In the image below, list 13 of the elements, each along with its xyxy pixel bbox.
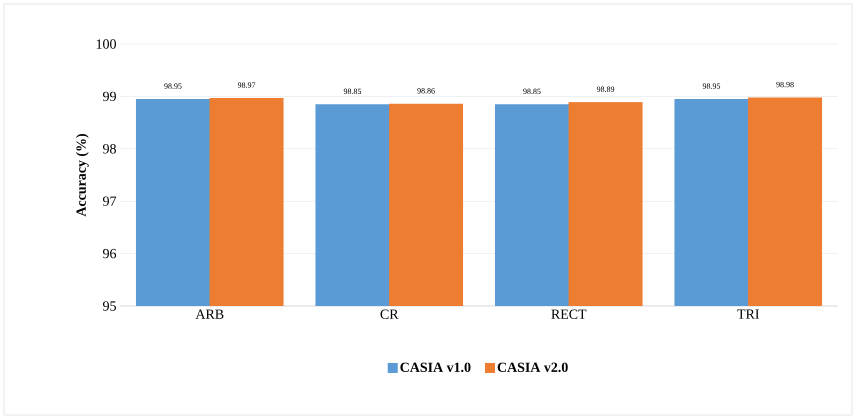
legend-label: CASIA v2.0 — [498, 362, 568, 372]
legend-label: CASIA v1.0 — [400, 362, 470, 372]
y-axis-title: Accuracy (%) — [76, 134, 89, 216]
x-tick-label: RECT — [551, 310, 586, 319]
y-tick-label: 98 — [102, 144, 116, 154]
y-tick-label: 100 — [96, 39, 116, 49]
y-tick-label: 97 — [102, 196, 116, 206]
y-tick-label: 96 — [102, 248, 116, 258]
x-tick-label: TRI — [737, 310, 760, 319]
y-tick-label: 95 — [102, 301, 116, 311]
x-tick-label: ARB — [196, 310, 224, 319]
y-tick-label: 99 — [102, 92, 116, 102]
x-tick-label: CR — [380, 310, 399, 319]
